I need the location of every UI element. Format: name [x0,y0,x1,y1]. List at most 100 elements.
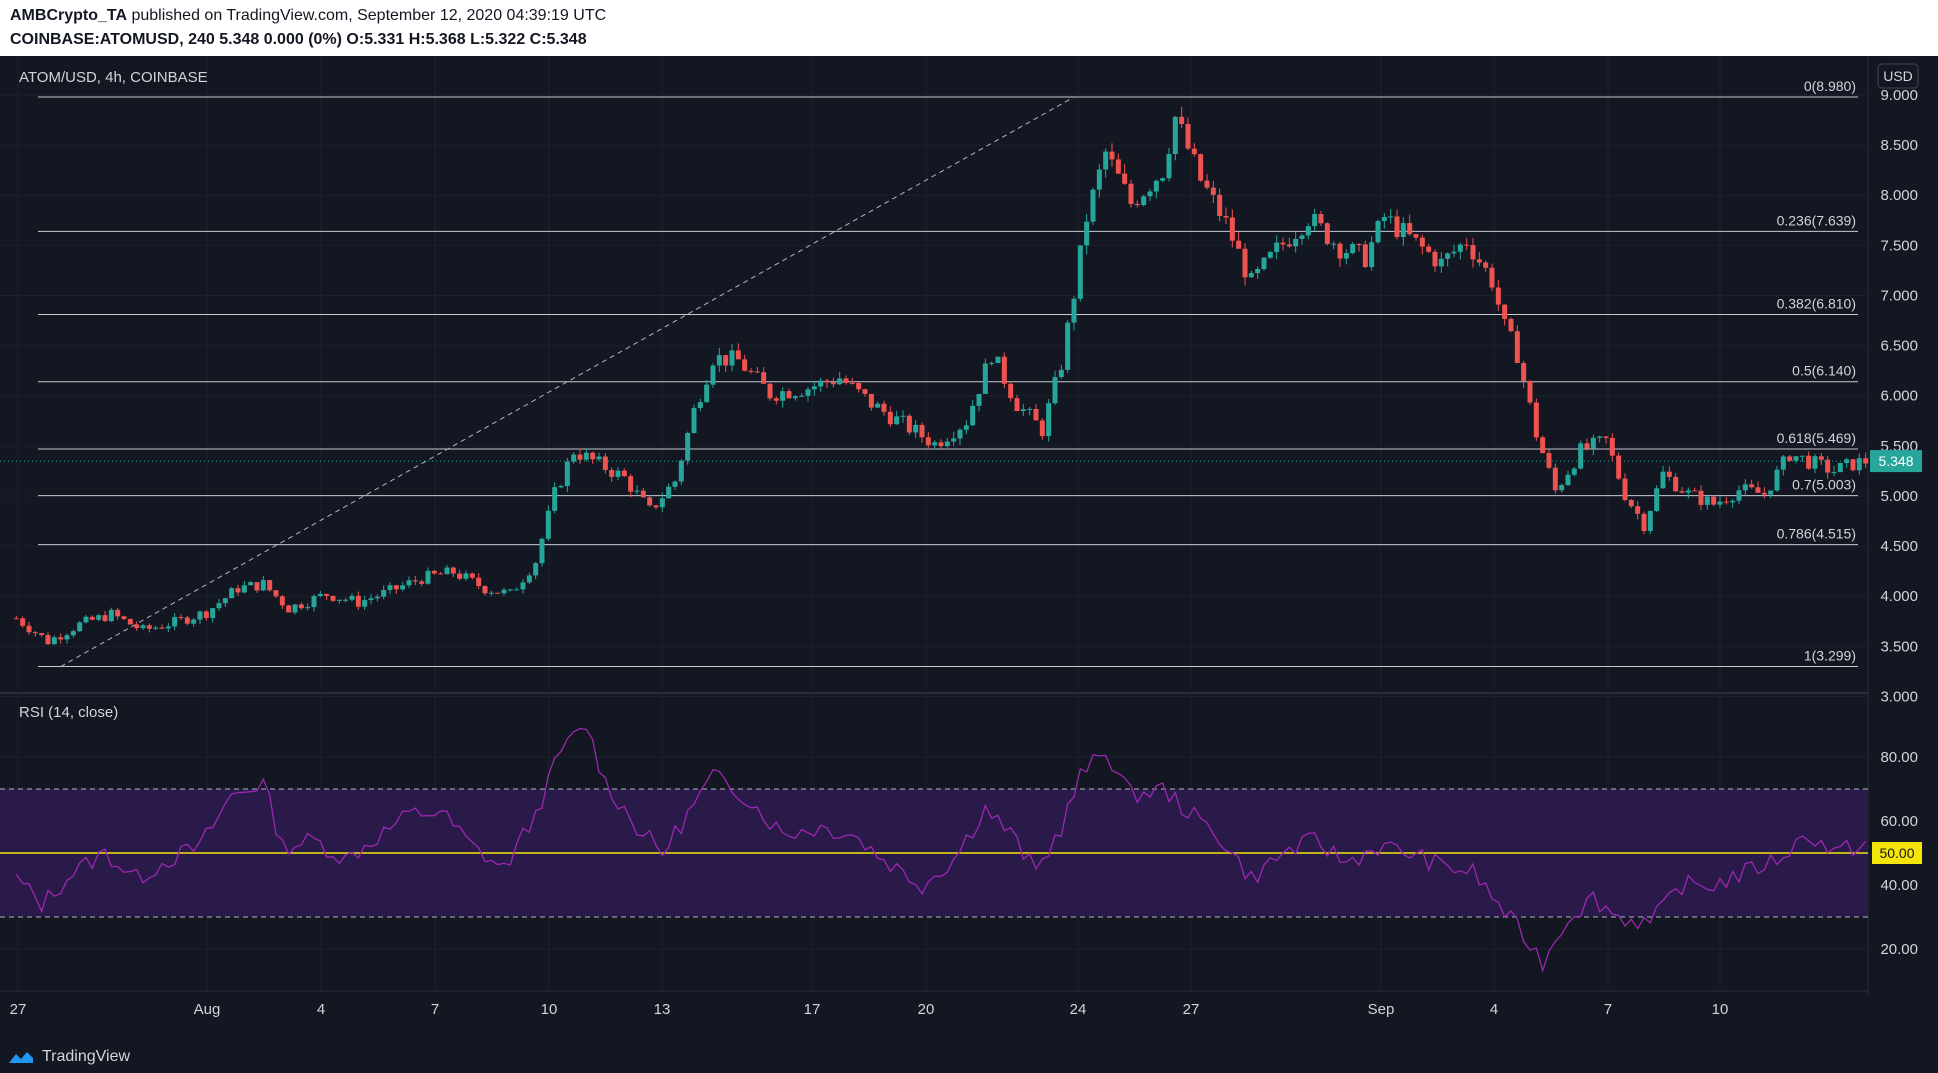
candle [203,609,209,621]
candle [260,575,266,592]
candle [140,623,146,631]
candle [1616,452,1622,481]
candle [1172,115,1178,161]
candle [431,569,437,575]
candle [229,586,235,599]
candle [805,387,811,402]
candle [672,480,678,490]
high-label: H: [404,31,426,48]
trend-line-layer[interactable] [60,96,1075,667]
candle [735,343,741,360]
fib-trend-line[interactable] [60,96,1075,667]
candle [1711,495,1717,506]
candle [1578,440,1584,470]
rsi-line-layer [15,727,1867,973]
candle [957,428,963,445]
candle [1147,188,1153,202]
candle [526,572,532,584]
candle [1742,479,1748,496]
candle [1381,213,1387,229]
candle [1128,179,1134,208]
candle [1388,208,1394,224]
time-axis-tick: 13 [654,1001,671,1018]
candle [691,404,697,434]
candle [894,411,900,425]
candle [121,615,127,620]
footer: TradingView [0,1030,1938,1073]
price-axis-tick: 8.000 [1880,187,1918,204]
tradingview-logo-icon[interactable] [8,1049,34,1065]
author-name[interactable]: AMBCrypto_TA [10,7,128,24]
candle [1609,433,1615,462]
candle [938,439,944,449]
candle [362,595,368,610]
brand-label[interactable]: TradingView [42,1047,131,1065]
candle [1628,498,1634,509]
candle [1863,452,1869,469]
candle [1825,455,1831,479]
candle [108,607,114,623]
candle [1008,381,1014,402]
candle [634,485,640,495]
candles [13,106,1869,645]
candle [628,473,634,498]
labels: ATOM/USD, 4h, COINBASE RSI (14, close) [19,69,208,721]
rsi-midline-label: 50.00 [1879,845,1914,861]
candle [1185,117,1191,151]
candle [1419,234,1425,255]
candle [469,572,475,580]
candle [1090,187,1096,225]
price-axis-tick: 6.500 [1880,338,1918,355]
candle [210,607,216,623]
candle [1768,490,1774,499]
candle [1426,243,1432,254]
candle [545,505,551,542]
rsi-line [15,727,1867,973]
candle [26,621,32,635]
fib-level-label: 0.382(6.810) [1777,296,1856,312]
candle [792,395,798,401]
candle [1635,500,1641,520]
chart-header: AMBCrypto_TA published on TradingView.co… [0,0,1938,56]
candle [1464,238,1470,250]
candle [1362,240,1368,268]
candle [577,448,583,464]
currency-badge[interactable] [1877,63,1919,89]
candle [387,582,393,594]
fib-levels[interactable]: 0(8.980) 0.236(7.639) 0.382(6.810) 0.5(6.14… [0,78,1868,667]
candle [20,616,26,629]
candle [1413,233,1419,241]
candle [647,495,653,507]
candle [1096,163,1102,198]
candle [1787,455,1793,462]
time-axis-tick: 27 [1183,1001,1200,1018]
candle [640,488,646,498]
candle [1369,236,1375,271]
candle [533,561,539,580]
candle [324,593,330,601]
candle [761,367,767,384]
current-price-badge [1870,450,1922,473]
candle [571,452,577,464]
candle [1286,237,1292,248]
chart-canvas[interactable]: 0(8.980) 0.236(7.639) 0.382(6.810) 0.5(6.14… [0,56,1938,1030]
candle [970,399,976,426]
candle [1255,266,1261,279]
fib-level-label: 0.618(5.469) [1777,430,1856,446]
candle [1717,496,1723,509]
candle [70,629,76,638]
candle [1077,245,1083,302]
price-axis-tick: 7.500 [1880,237,1918,254]
candle [1438,252,1444,273]
candle [355,591,361,610]
candle [1134,200,1140,208]
candle [868,393,874,411]
candle [1027,406,1033,416]
close-value: 5.348 [546,31,587,48]
rsi-axis-tick: 60.00 [1880,813,1918,830]
current-price-label: 5.348 [1878,453,1913,469]
candle [197,610,203,624]
candle [590,451,596,464]
candle [982,358,988,394]
price-axis-tick: 3.500 [1880,638,1918,655]
